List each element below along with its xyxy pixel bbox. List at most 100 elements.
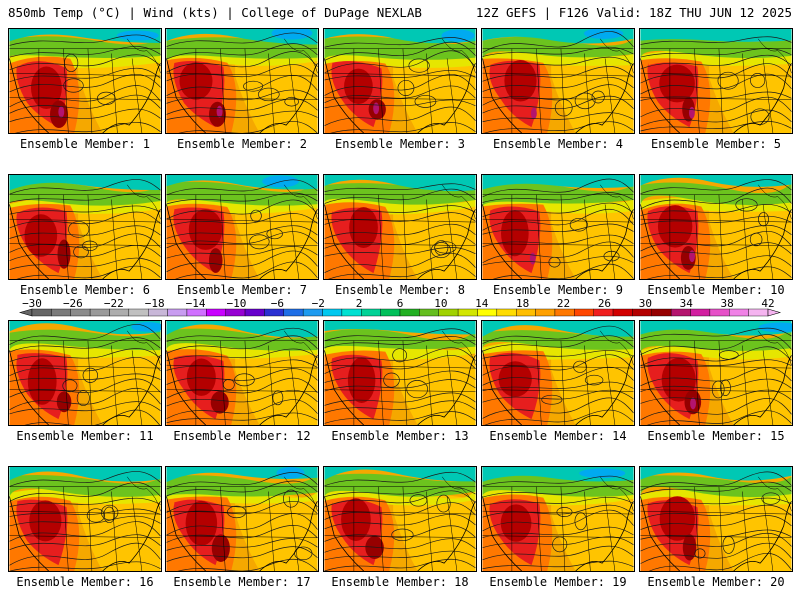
ensemble-member-label: Ensemble Member: 16 xyxy=(16,575,154,589)
run-valid-time: 12Z GEFS | F126 Valid: 18Z THU JUN 12 20… xyxy=(475,5,792,20)
ensemble-member-panel: Ensemble Member: 19 xyxy=(481,466,635,589)
ensemble-member-map xyxy=(481,28,635,134)
ensemble-member-panel: Ensemble Member: 1 xyxy=(8,28,162,151)
ensemble-member-panel: Ensemble Member: 16 xyxy=(8,466,162,589)
colorbar-swatch xyxy=(748,308,769,317)
colorbar-tick-label: −18 xyxy=(144,297,165,310)
colorbar-tick-label: −26 xyxy=(62,297,83,310)
colorbar-swatch xyxy=(109,308,130,317)
colorbar-swatch xyxy=(148,308,168,317)
ensemble-member-label: Ensemble Member: 3 xyxy=(334,137,466,151)
colorbar-swatch xyxy=(535,308,556,317)
ensemble-member-panel: Ensemble Member: 5 xyxy=(639,28,793,151)
ensemble-member-panel: Ensemble Member: 12 xyxy=(165,320,319,443)
ensemble-member-label: Ensemble Member: 4 xyxy=(492,137,624,151)
colorbar-swatch xyxy=(670,308,691,317)
ensemble-member-map xyxy=(323,28,477,134)
colorbar-swatch xyxy=(302,308,323,317)
ensemble-member-label: Ensemble Member: 12 xyxy=(173,429,311,443)
colorbar-tick-label: −10 xyxy=(226,297,247,310)
ensemble-member-panel: Ensemble Member: 10 xyxy=(639,174,793,297)
ensemble-member-label: Ensemble Member: 14 xyxy=(489,429,627,443)
colorbar-tick-label: 22 xyxy=(556,297,571,310)
colorbar-swatch xyxy=(729,308,749,317)
ensemble-member-map xyxy=(639,174,793,280)
ensemble-member-label: Ensemble Member: 6 xyxy=(19,283,151,297)
ensemble-member-map xyxy=(481,174,635,280)
map-title: 850mb Temp (°C) | Wind (kts) | College o… xyxy=(8,5,422,20)
ensemble-member-map xyxy=(8,174,162,280)
colorbar-swatch xyxy=(264,308,284,317)
ensemble-member-map xyxy=(165,320,319,426)
ensemble-member-panel: Ensemble Member: 20 xyxy=(639,466,793,589)
colorbar-tick-label: 30 xyxy=(638,297,652,310)
colorbar-swatch xyxy=(651,308,672,317)
colorbar-tick-label: 18 xyxy=(516,297,530,310)
ensemble-member-panel: Ensemble Member: 2 xyxy=(165,28,319,151)
colorbar-swatch xyxy=(89,308,110,317)
colorbar-tick-label: 2 xyxy=(355,297,363,310)
colorbar-swatch xyxy=(70,308,91,317)
colorbar-tick-label: 14 xyxy=(475,297,489,310)
colorbar-tick-label: −2 xyxy=(311,297,325,310)
ensemble-member-panel: Ensemble Member: 11 xyxy=(8,320,162,443)
ensemble-member-panel: Ensemble Member: 4 xyxy=(481,28,635,151)
colorbar-swatch xyxy=(496,308,517,317)
colorbar-tick-label: 38 xyxy=(720,297,734,310)
colorbar-tick-label: −22 xyxy=(103,297,124,310)
temperature-colorbar xyxy=(18,308,782,317)
colorbar-swatch xyxy=(690,308,711,317)
ensemble-member-label: Ensemble Member: 7 xyxy=(176,283,308,297)
ensemble-member-label: Ensemble Member: 10 xyxy=(647,283,785,297)
ensemble-member-map xyxy=(481,466,635,572)
colorbar-swatch xyxy=(612,308,633,317)
colorbar-swatch xyxy=(341,308,362,317)
colorbar-swatch xyxy=(380,308,401,317)
colorbar-swatch xyxy=(283,308,304,317)
ensemble-member-map xyxy=(481,320,635,426)
ensemble-member-label: Ensemble Member: 17 xyxy=(173,575,311,589)
ensemble-member-label: Ensemble Member: 19 xyxy=(489,575,627,589)
ensemble-member-panel: Ensemble Member: 18 xyxy=(323,466,477,589)
colorbar-tick-label: 6 xyxy=(396,297,404,310)
ensemble-member-panel: Ensemble Member: 3 xyxy=(323,28,477,151)
colorbar-swatch xyxy=(206,308,226,317)
ensemble-member-map xyxy=(8,320,162,426)
ensemble-member-map xyxy=(323,466,477,572)
colorbar-swatch xyxy=(322,308,343,317)
colorbar-swatch xyxy=(709,308,730,317)
ensemble-member-map xyxy=(165,466,319,572)
colorbar-swatch xyxy=(457,308,478,317)
colorbar-tick-label: 34 xyxy=(679,297,693,310)
ensemble-member-map xyxy=(323,320,477,426)
ensemble-member-panel: Ensemble Member: 8 xyxy=(323,174,477,297)
ensemble-member-label: Ensemble Member: 9 xyxy=(492,283,624,297)
colorbar-tick-label: −6 xyxy=(270,297,284,310)
ensemble-member-label: Ensemble Member: 2 xyxy=(176,137,308,151)
colorbar-tick-label: 10 xyxy=(434,297,448,310)
ensemble-member-map xyxy=(165,28,319,134)
ensemble-member-label: Ensemble Member: 13 xyxy=(331,429,469,443)
ensemble-member-map xyxy=(8,28,162,134)
ensemble-member-map xyxy=(8,466,162,572)
colorbar-swatch xyxy=(225,308,246,317)
colorbar-swatch xyxy=(574,308,594,317)
colorbar-swatch xyxy=(477,308,498,317)
ensemble-member-panel: Ensemble Member: 6 xyxy=(8,174,162,297)
ensemble-member-label: Ensemble Member: 15 xyxy=(647,429,785,443)
ensemble-member-label: Ensemble Member: 18 xyxy=(331,575,469,589)
ensemble-member-label: Ensemble Member: 5 xyxy=(650,137,782,151)
colorbar-tick-label: 42 xyxy=(761,297,775,310)
colorbar-swatch xyxy=(186,308,207,317)
ensemble-member-map xyxy=(165,174,319,280)
ensemble-member-label: Ensemble Member: 8 xyxy=(334,283,466,297)
colorbar-tick-label: −14 xyxy=(185,297,206,310)
ensemble-member-map xyxy=(639,466,793,572)
colorbar-swatch xyxy=(128,308,149,317)
ensemble-member-label: Ensemble Member: 11 xyxy=(16,429,154,443)
ensemble-member-panel: Ensemble Member: 13 xyxy=(323,320,477,443)
colorbar-swatch xyxy=(438,308,459,317)
colorbar-swatch xyxy=(516,308,536,317)
colorbar-swatch xyxy=(399,308,420,317)
colorbar-swatch xyxy=(419,308,439,317)
